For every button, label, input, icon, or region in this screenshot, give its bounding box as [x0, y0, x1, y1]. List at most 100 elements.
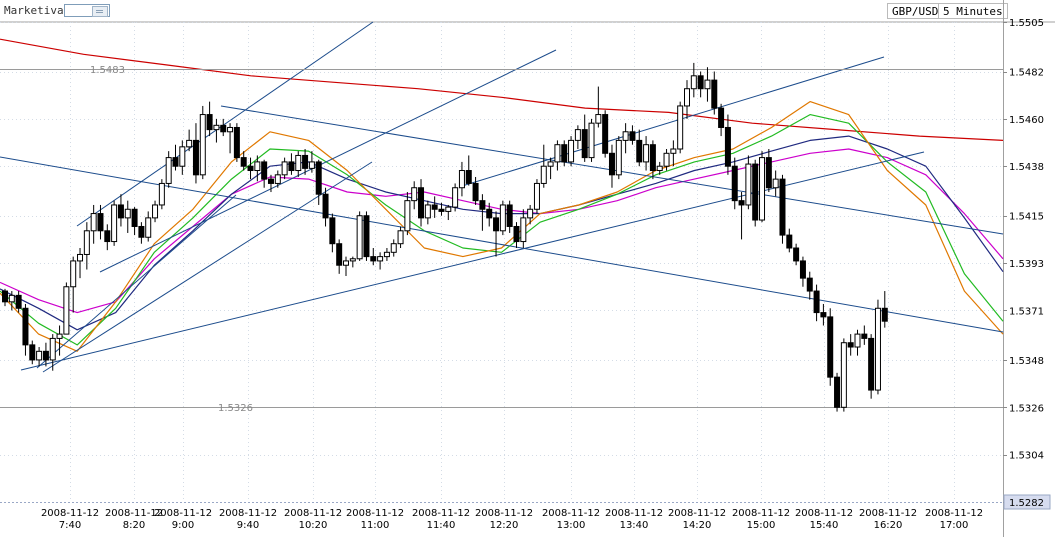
candle-body-bull	[77, 253, 84, 262]
candle-body-bear	[233, 126, 240, 159]
candle	[540, 144, 547, 188]
x-tick-time: 8:20	[123, 520, 145, 531]
candle	[356, 211, 363, 261]
candle-body-bear	[2, 290, 8, 303]
x-tick-date: 2008-11-12	[475, 508, 533, 519]
candle-body-bull	[677, 105, 684, 150]
candle-body-bull	[254, 161, 261, 172]
candle-body-bear	[261, 161, 268, 180]
candle-body-bear	[418, 187, 425, 219]
candle-body-bull	[281, 161, 288, 176]
candle-body-bear	[138, 225, 145, 238]
candle-body-bull	[227, 126, 234, 133]
candle	[588, 118, 595, 162]
candle	[765, 148, 772, 193]
candle-body-bear	[472, 182, 479, 202]
candle-body-bull	[458, 170, 465, 189]
candle-body-bear	[711, 79, 718, 109]
candle-body-bear	[799, 260, 806, 279]
x-tick-date: 2008-11-12	[859, 508, 917, 519]
candle	[42, 342, 49, 367]
candle	[465, 155, 472, 186]
x-tick-date: 2008-11-12	[412, 508, 470, 519]
candle	[199, 105, 206, 180]
candle-body-bear	[779, 178, 786, 236]
candle-body-bull	[63, 286, 70, 335]
x-tick-time: 15:40	[810, 520, 839, 531]
candle	[397, 226, 404, 249]
candle-body-bear	[738, 200, 745, 206]
candle	[854, 329, 861, 356]
trendline	[99, 49, 557, 273]
candle-body-bull	[663, 152, 670, 167]
candle-body-bear	[834, 376, 841, 408]
x-tick-date: 2008-11-12	[284, 508, 342, 519]
candle-body-bull	[643, 144, 650, 163]
candle	[104, 224, 111, 251]
candle	[302, 148, 309, 175]
candle	[2, 288, 8, 307]
candle	[745, 155, 752, 210]
candle	[561, 140, 568, 167]
y-tick-label: 1.5438	[1009, 162, 1044, 173]
candle-body-bull	[145, 217, 152, 238]
chart-toolbar: Marketiva GBP/USD 5 Minutes	[0, 0, 1055, 22]
candle	[779, 174, 786, 244]
candle	[506, 200, 513, 233]
candle-body-bull	[199, 114, 206, 176]
menu-lines-icon[interactable]	[92, 6, 108, 17]
candle-body-bear	[629, 131, 636, 141]
x-tick-time: 13:00	[557, 520, 586, 531]
candle	[547, 157, 554, 180]
candle-body-bull	[377, 256, 384, 262]
candle-body-bear	[813, 290, 820, 314]
candle-body-bull	[356, 215, 363, 260]
candle-body-bull	[854, 333, 861, 348]
candle-body-bear	[288, 161, 295, 172]
current-price-marker	[1003, 494, 1051, 510]
candle	[752, 159, 759, 227]
candle	[643, 136, 650, 171]
ma-orange-moving-average-line	[0, 101, 1004, 352]
candle-body-bull	[8, 294, 15, 303]
y-tick-label: 1.5348	[1009, 356, 1044, 367]
x-tick-time: 15:00	[747, 520, 776, 531]
candle	[83, 222, 90, 270]
ma-red-moving-average-line	[0, 38, 1004, 141]
candle	[77, 248, 84, 279]
x-tick-date: 2008-11-12	[41, 508, 99, 519]
candle-body-bull	[390, 243, 397, 253]
x-tick-date: 2008-11-12	[795, 508, 853, 519]
timeframe-label: 5 Minutes	[938, 3, 1008, 19]
candle-body-bear	[329, 217, 336, 245]
candle-body-bear	[786, 234, 793, 249]
candle	[247, 157, 254, 180]
candle	[704, 67, 711, 102]
x-tick-time: 13:40	[620, 520, 649, 531]
candle-body-bull	[111, 204, 118, 243]
candle-body-bull	[759, 157, 766, 221]
candle-body-bull	[874, 307, 881, 391]
candle-body-bear	[172, 157, 179, 167]
candle-body-bull	[574, 129, 581, 141]
x-tick-time: 7:40	[59, 520, 81, 531]
candle-body-bull	[670, 148, 677, 154]
candle-body-bear	[97, 213, 104, 232]
x-tick-time: 9:00	[172, 520, 194, 531]
candle-body-bull	[704, 79, 711, 90]
candle-body-bear	[29, 344, 36, 361]
candle	[240, 151, 247, 171]
candle	[213, 118, 220, 143]
candle-body-bull	[404, 200, 411, 232]
chart-menu-dropdown[interactable]	[64, 4, 110, 17]
x-tick-date: 2008-11-12	[605, 508, 663, 519]
y-tick-label: 1.5304	[1009, 451, 1044, 462]
candle	[697, 71, 704, 98]
candle-body-bull	[520, 217, 527, 243]
candle	[493, 211, 500, 257]
candle	[827, 308, 834, 386]
candle	[718, 103, 725, 137]
candle-body-bear	[868, 337, 875, 391]
